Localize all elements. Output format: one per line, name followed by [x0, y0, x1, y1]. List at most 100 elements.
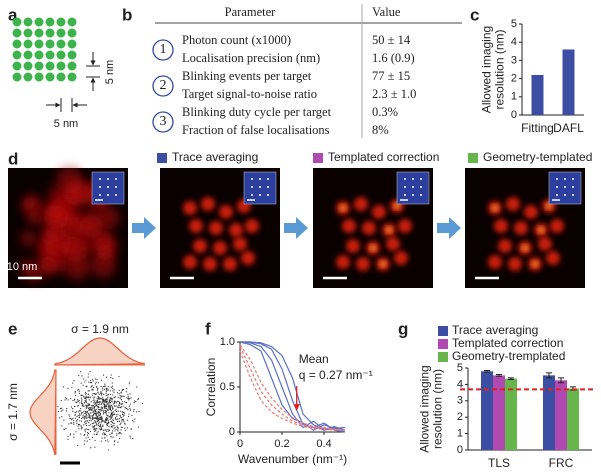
step-circle: [152, 111, 174, 133]
localisation: [89, 415, 91, 417]
localisation: [110, 374, 112, 376]
localisation: [78, 375, 80, 377]
x-tick-label: FRC: [549, 456, 574, 470]
y-tick-label: 1.0: [220, 336, 235, 348]
flow-arrow: [132, 217, 156, 239]
localisation: [117, 414, 119, 416]
legend-swatch: [438, 352, 448, 362]
localisation: [92, 380, 94, 382]
emission: [223, 257, 237, 271]
inset-dot: [404, 186, 406, 188]
localisation: [96, 432, 98, 434]
lattice-dot: [45, 17, 55, 27]
y-axis-label: resolution (nm): [493, 29, 507, 109]
localisation: [95, 413, 97, 415]
localisation: [114, 396, 117, 398]
localisation: [107, 409, 109, 412]
localisation: [111, 385, 113, 387]
emission: [346, 239, 360, 253]
localisation: [108, 429, 110, 431]
localisation: [88, 404, 90, 406]
localisation: [59, 408, 62, 410]
localisation: [62, 409, 64, 411]
y-tick-label: 5: [511, 18, 517, 30]
localisation: [61, 407, 63, 409]
localisation: [114, 430, 116, 432]
emission: [362, 221, 376, 235]
localisation: [117, 400, 119, 402]
sigma-label: σ = 1.7 nm: [6, 383, 20, 441]
inset-dot: [251, 186, 253, 188]
annotation: Mean: [299, 352, 329, 366]
localisation: [119, 394, 121, 397]
localisation: [133, 421, 135, 423]
localisation: [107, 430, 109, 432]
localisation: [77, 404, 80, 406]
localisation: [112, 411, 114, 413]
localisation: [102, 374, 105, 376]
value: 2.3 ± 1.0: [372, 87, 416, 101]
emission: [43, 204, 69, 230]
localisation: [127, 398, 129, 400]
localisation: [93, 420, 96, 422]
legend-label: Trace averaging: [452, 323, 538, 337]
localisation: [94, 409, 97, 411]
hotspot: [386, 227, 392, 233]
localisation: [65, 410, 68, 412]
localisation: [96, 433, 98, 436]
x-tick-label: 0: [237, 438, 243, 450]
value: 1.6 (0.9): [372, 51, 415, 65]
localisation: [108, 415, 110, 418]
localisation: [135, 411, 138, 413]
localisation: [133, 408, 135, 411]
localisation: [115, 410, 118, 413]
localisation: [111, 394, 113, 396]
localisation: [91, 415, 93, 417]
inset-dot: [99, 178, 101, 180]
localisation: [111, 411, 113, 413]
y-tick-label: 0: [511, 109, 517, 121]
micrograph: [465, 168, 585, 288]
localisation: [100, 408, 102, 410]
localisation: [101, 409, 103, 411]
emission: [498, 239, 512, 253]
hotspot: [546, 203, 552, 209]
localisation: [107, 441, 109, 443]
step-number: 3: [160, 114, 167, 129]
localisation: [84, 381, 86, 383]
localisation: [88, 422, 90, 424]
localisation: [88, 381, 90, 383]
localisation: [96, 397, 98, 399]
step-circle: [152, 75, 174, 97]
localisation: [67, 387, 69, 389]
localisation: [103, 388, 106, 391]
localisation: [102, 400, 104, 402]
localisation: [105, 401, 107, 403]
localisation: [88, 406, 90, 409]
localisation: [69, 415, 71, 417]
localisation: [121, 401, 123, 403]
localisation: [105, 407, 108, 410]
localisation: [98, 403, 100, 405]
localisation: [113, 389, 115, 391]
localisation: [116, 392, 119, 394]
localisation: [105, 418, 107, 420]
localisation: [102, 425, 104, 427]
localisation: [102, 389, 104, 391]
localisation: [122, 388, 125, 390]
lattice-dot: [23, 72, 33, 82]
localisation: [114, 418, 117, 420]
localisation: [62, 386, 64, 388]
localisation: [81, 399, 83, 401]
localisation: [106, 424, 108, 426]
localisation: [104, 433, 107, 435]
localisation: [123, 412, 126, 414]
localisation: [118, 401, 121, 403]
y-tick-label: 0: [229, 426, 235, 438]
localisation: [106, 435, 108, 437]
y-tick-label: 3: [511, 54, 517, 66]
localisation: [100, 429, 102, 431]
localisation: [130, 397, 132, 399]
localisation: [126, 427, 129, 429]
localisation: [111, 401, 113, 403]
